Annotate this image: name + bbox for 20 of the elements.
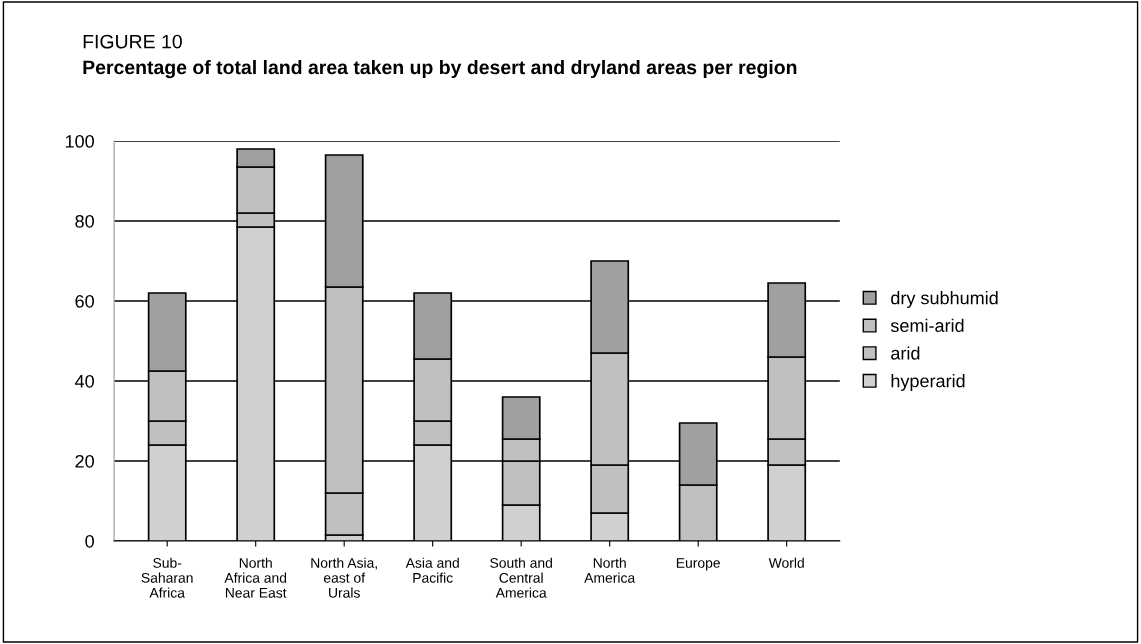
chart-title: FIGURE 10: [83, 34, 182, 49]
x-tick-label: South and Central America: [490, 557, 552, 598]
legend-label: dry subhumid: [891, 291, 998, 308]
y-tick-label: 100: [65, 134, 94, 148]
y-tick-label: 40: [74, 374, 94, 388]
x-tick-label: World: [768, 557, 804, 568]
y-tick-label: 80: [75, 214, 94, 228]
y-tick-label: 60: [75, 294, 94, 308]
y-tick-label: 0: [85, 534, 94, 548]
x-tick-label: North Africa and Near East: [224, 557, 287, 598]
legend-label: arid: [891, 346, 920, 360]
y-tick-label: 20: [75, 454, 94, 468]
x-tick-label: Asia and Pacific: [405, 557, 459, 583]
legend-label: semi-arid: [890, 318, 964, 333]
legend-label: hyperarid: [891, 374, 965, 391]
chart-subtitle: Percentage of total land area taken up by desert and dryland areas per region: [83, 59, 797, 79]
x-tick-label: Europe: [676, 558, 720, 571]
x-tick-label: Sub- Saharan Africa: [141, 557, 193, 598]
x-tick-label: North Asia, east of Urals: [311, 557, 377, 598]
x-tick-label: North America: [584, 557, 636, 583]
